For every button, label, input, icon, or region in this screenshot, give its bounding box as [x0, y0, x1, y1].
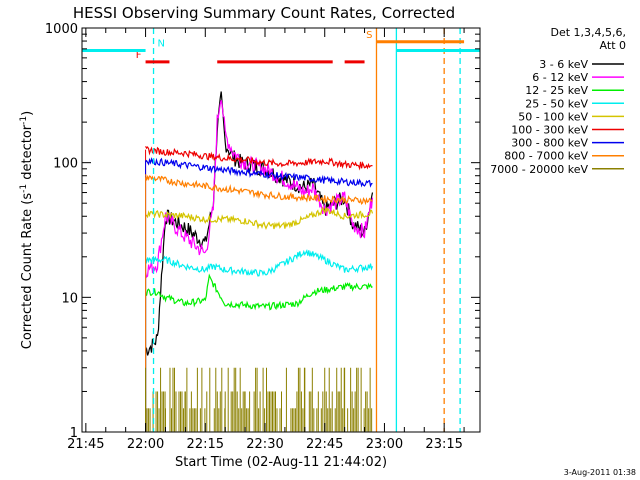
footer-date: 3-Aug-2011 01:38 — [564, 468, 636, 477]
legend-entry-label: 300 - 800 keV — [511, 137, 588, 150]
flag-label-s: S — [366, 30, 372, 41]
series-6-12-kev — [145, 99, 374, 279]
y-tick-label: 1 — [70, 426, 78, 441]
series-25-50-kev — [145, 249, 374, 277]
series-300-800-kev — [145, 157, 373, 188]
x-axis-label: Start Time (02-Aug-11 21:44:02) — [175, 455, 387, 470]
legend-entry-label: 6 - 12 keV — [532, 71, 588, 84]
legend-header-line1: Det 1,3,4,5,6, — [550, 26, 626, 39]
plot-frame — [81, 27, 481, 433]
legend-entry-label: 12 - 25 keV — [525, 84, 588, 97]
y-axis-label-sup1: -1 — [19, 184, 29, 193]
y-tick-label: 10 — [61, 291, 78, 306]
y-axis-label-end: ) — [20, 111, 35, 116]
y-axis-label-main: Corrected Count Rate (s — [20, 193, 35, 350]
x-tick-label: 22:15 — [187, 437, 224, 452]
series-3-6-kev — [145, 91, 374, 356]
y-axis-label-sup2: -1 — [19, 116, 29, 125]
series-7000-20000-kev — [145, 367, 373, 432]
y-tick-label: 1000 — [45, 22, 78, 37]
flag-label-n: N — [158, 39, 165, 50]
series-12-25-kev — [145, 273, 373, 311]
x-tick-label: 22:30 — [246, 437, 283, 452]
legend-entry-label: 7000 - 20000 keV — [490, 163, 588, 176]
flag-label-f: F — [136, 50, 142, 61]
y-axis-label: Corrected Count Rate (s-1 detector-1) — [19, 111, 35, 349]
series-800-7000-kev — [145, 174, 373, 206]
y-axis-label-mid: detector — [20, 124, 35, 184]
x-axis: 21:45 22:00 22:15 22:30 22:45 23:00 23:15 — [67, 28, 465, 452]
x-tick-label: 22:00 — [127, 437, 164, 452]
x-tick-label: 22:45 — [306, 437, 343, 452]
series-100-300-kev — [145, 146, 373, 171]
legend-header-line2: Att 0 — [600, 39, 626, 52]
y-axis: 1 10 100 1000 — [45, 22, 480, 441]
series-50-100-kev — [145, 206, 374, 230]
legend-entry-label: 25 - 50 keV — [525, 97, 588, 110]
legend-entry-label: 50 - 100 keV — [518, 110, 588, 123]
x-tick-label: 23:15 — [425, 437, 462, 452]
legend-entry-label: 3 - 6 keV — [539, 58, 588, 71]
chart-title: HESSI Observing Summary Count Rates, Cor… — [73, 4, 455, 22]
x-tick-label: 23:00 — [366, 437, 403, 452]
legend-entry-label: 800 - 7000 keV — [504, 150, 588, 163]
legend-entry-label: 100 - 300 keV — [511, 124, 588, 137]
x-tick-label: 21:45 — [67, 437, 104, 452]
y-tick-label: 100 — [53, 157, 78, 172]
